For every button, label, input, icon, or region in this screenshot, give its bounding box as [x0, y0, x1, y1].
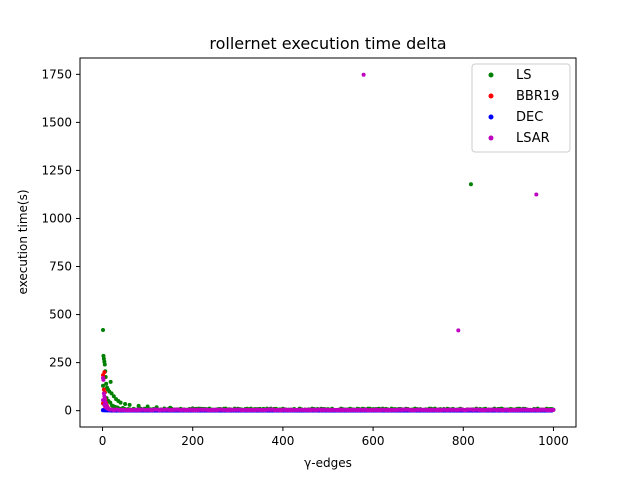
- y-tick-label: 1000: [41, 211, 72, 225]
- chart-title: rollernet execution time delta: [209, 34, 446, 53]
- legend: LS BBR19 DEC LSAR: [471, 63, 571, 153]
- data-point: [108, 400, 113, 405]
- data-point: [534, 192, 539, 197]
- legend-label: DEC: [516, 110, 543, 125]
- data-point: [456, 328, 461, 333]
- y-tick-label: 750: [49, 260, 72, 274]
- data-point: [468, 182, 473, 187]
- y-tick-label: 250: [49, 356, 72, 370]
- legend-box: [471, 63, 571, 153]
- data-point: [108, 379, 113, 384]
- x-axis-ticks: 0 200 400 600 800 1000: [99, 427, 569, 448]
- y-tick-label: 1750: [41, 67, 72, 81]
- data-point: [111, 394, 116, 399]
- data-point: [101, 327, 105, 332]
- y-tick-label: 1500: [41, 115, 72, 129]
- legend-marker: [488, 135, 494, 141]
- x-tick-label: 400: [271, 434, 294, 448]
- data-point: [136, 403, 141, 408]
- data-point: [109, 391, 114, 396]
- data-point: [145, 404, 150, 409]
- x-tick-label: 1000: [538, 434, 569, 448]
- y-tick-label: 0: [64, 404, 72, 418]
- data-point: [101, 383, 105, 388]
- y-tick-label: 500: [49, 308, 72, 322]
- x-axis-label: γ-edges: [304, 456, 352, 470]
- legend-label: LS: [516, 68, 532, 83]
- x-tick-label: 200: [181, 434, 204, 448]
- data-point: [127, 402, 132, 407]
- x-tick-label: 800: [452, 434, 475, 448]
- y-axis-ticks: 0 250 500 750 1000 1250 1500 1750: [41, 67, 80, 418]
- data-point: [123, 401, 128, 406]
- y-axis-label: execution time(s): [16, 189, 30, 294]
- x-tick-label: 600: [362, 434, 385, 448]
- series-lsar: [101, 72, 556, 413]
- plot-frame: [79, 57, 577, 428]
- data-point: [102, 362, 107, 367]
- data-point: [118, 400, 123, 405]
- data-point: [361, 72, 366, 77]
- y-tick-label: 1250: [41, 163, 72, 177]
- data-point: [104, 381, 109, 386]
- data-point: [105, 404, 110, 409]
- legend-label: BBR19: [516, 89, 559, 104]
- data-point: [102, 370, 107, 375]
- data-point: [101, 377, 106, 382]
- legend-marker: [488, 93, 494, 99]
- legend-label: LSAR: [516, 131, 550, 146]
- data-point: [551, 407, 556, 412]
- plot-points: [101, 72, 556, 413]
- legend-marker: [488, 114, 494, 120]
- legend-marker: [488, 72, 494, 78]
- x-tick-label: 0: [99, 434, 107, 448]
